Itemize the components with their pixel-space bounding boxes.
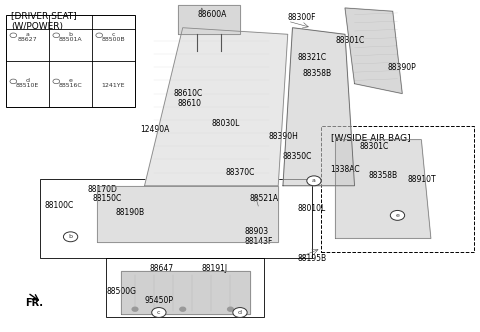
Text: 88030L: 88030L (211, 119, 240, 128)
Text: 88300F: 88300F (288, 13, 316, 22)
Bar (39, 179, 312, 258)
Text: 88010L: 88010L (297, 204, 325, 213)
Bar (107, 258, 264, 317)
Text: 88150C: 88150C (92, 195, 121, 204)
Text: 88170D: 88170D (87, 185, 117, 194)
Text: b: b (69, 32, 72, 37)
Text: 88350C: 88350C (283, 152, 312, 161)
Text: 1241YE: 1241YE (102, 83, 125, 88)
Text: 88910T: 88910T (407, 175, 436, 184)
Text: 88100C: 88100C (44, 201, 73, 210)
Text: c: c (112, 32, 115, 37)
Text: 88301C: 88301C (336, 37, 365, 45)
Text: c: c (157, 310, 161, 315)
Circle shape (228, 307, 233, 311)
Text: 88358B: 88358B (302, 69, 331, 78)
Polygon shape (336, 140, 431, 238)
Text: [DRIVER SEAT]
(W/POWER): [DRIVER SEAT] (W/POWER) (11, 11, 77, 31)
Text: 88516C: 88516C (59, 83, 83, 88)
Text: 88500G: 88500G (107, 287, 136, 295)
Circle shape (63, 232, 78, 242)
Bar (6, 15, 135, 107)
Text: 12490A: 12490A (140, 125, 169, 134)
Text: 88195B: 88195B (297, 254, 326, 263)
Circle shape (307, 176, 321, 186)
Circle shape (180, 307, 186, 311)
Text: 95450P: 95450P (144, 296, 174, 305)
Text: d: d (238, 310, 242, 315)
Text: 88500B: 88500B (102, 37, 125, 42)
Text: 88191J: 88191J (202, 264, 228, 273)
Text: 88600A: 88600A (197, 10, 227, 19)
Polygon shape (120, 271, 250, 314)
Text: a: a (26, 32, 30, 37)
Polygon shape (283, 28, 355, 186)
Text: e: e (396, 213, 399, 218)
Text: 88510E: 88510E (16, 83, 39, 88)
Text: 88321C: 88321C (297, 53, 326, 62)
Text: FR.: FR. (25, 298, 43, 308)
Text: b: b (69, 234, 72, 239)
Text: 88390P: 88390P (388, 63, 417, 72)
Text: 88627: 88627 (18, 37, 37, 42)
Text: 88610C: 88610C (173, 89, 203, 98)
Text: 1338AC: 1338AC (331, 165, 360, 174)
Text: 88390H: 88390H (269, 132, 299, 141)
Circle shape (152, 307, 166, 317)
Bar (321, 126, 474, 252)
Polygon shape (178, 5, 240, 34)
Polygon shape (345, 8, 402, 94)
Circle shape (132, 307, 138, 311)
Text: 88903: 88903 (245, 227, 269, 236)
Text: d: d (25, 78, 30, 83)
Polygon shape (97, 186, 278, 242)
Circle shape (390, 210, 405, 220)
Text: 88301C: 88301C (360, 142, 388, 151)
Text: 88358B: 88358B (369, 171, 398, 180)
Text: 88501A: 88501A (59, 37, 83, 42)
Text: 88610: 88610 (178, 99, 202, 108)
Text: 88647: 88647 (149, 264, 173, 273)
Text: a: a (312, 178, 316, 183)
Text: e: e (69, 78, 72, 83)
Text: 88190B: 88190B (116, 208, 145, 216)
Text: [W/SIDE AIR BAG]: [W/SIDE AIR BAG] (331, 133, 410, 142)
Polygon shape (144, 28, 288, 186)
Text: 88143F: 88143F (245, 237, 273, 246)
Text: 88370C: 88370C (226, 168, 255, 177)
Text: 88521A: 88521A (250, 195, 279, 204)
Circle shape (233, 307, 247, 317)
